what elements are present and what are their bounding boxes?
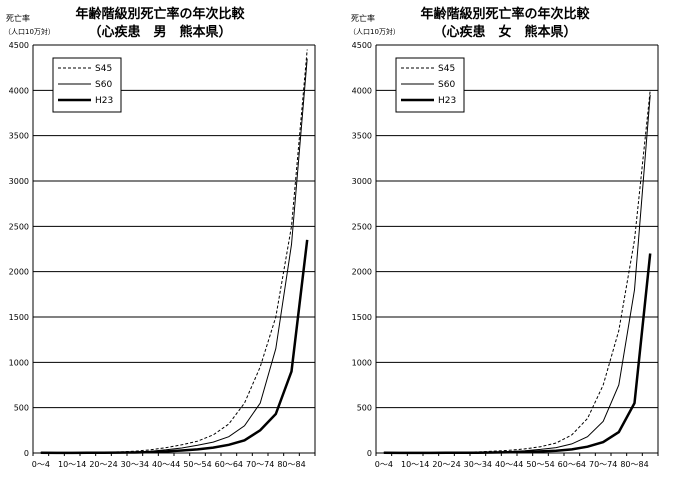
chart1-series-s45-line	[40, 49, 308, 454]
chart2-y-tick-label: 2000	[352, 268, 372, 277]
chart1-subtitle: （心疾患 男 熊本県）	[88, 24, 231, 40]
chart1-legend-label-s60: S60	[95, 80, 112, 90]
chart1-y-tick-label: 4000	[9, 86, 29, 95]
chart2-x-tick-label: 40〜44	[495, 460, 523, 469]
chart1-y-tick-label: 2500	[9, 222, 29, 231]
chart1-series-h23-line	[40, 239, 309, 455]
chart2-legend-label-s60: S60	[438, 80, 455, 90]
chart2-ylabel: 死亡率	[351, 13, 375, 23]
chart1-x-tick-label: 50〜54	[183, 460, 211, 469]
chart1-x-tick-label: 10〜14	[58, 460, 86, 469]
chart1-y-tick-label: 1000	[9, 358, 29, 367]
chart2-x-tick-label: 80〜84	[620, 460, 648, 469]
chart1-y-tick-label: 3500	[9, 132, 29, 141]
chart1-y-tick-label: 3000	[9, 177, 29, 186]
chart2-x-tick-label: 10〜14	[401, 460, 429, 469]
chart2-title: 年齢階級別死亡率の年次比較	[420, 6, 590, 22]
chart2-y-tick-label: 3000	[352, 177, 372, 186]
chart2-yunit: （人口10万対）	[349, 27, 400, 36]
chart1-y-tick-label: 4500	[9, 41, 29, 50]
chart2-y-tick-label: 4000	[352, 86, 372, 95]
chart2-y-tick-label: 500	[357, 404, 372, 413]
chart1-yunit: （人口10万対）	[4, 27, 55, 36]
chart2-x-tick-label: 60〜64	[558, 460, 586, 469]
chart1-x-tick-label: 30〜34	[121, 460, 149, 469]
chart1-series-s60-line	[40, 58, 308, 454]
chart2-subtitle: （心疾患 女 熊本県）	[433, 24, 576, 40]
chart2-y-tick-label: 1500	[352, 313, 372, 322]
chart2-y-tick-label: 4500	[352, 41, 372, 50]
chart1-legend-label-s45: S45	[95, 64, 112, 74]
chart2-y-tick-label: 0	[367, 449, 372, 458]
chart1-x-tick-label: 60〜64	[215, 460, 243, 469]
chart1-title: 年齢階級別死亡率の年次比較	[75, 6, 245, 22]
chart1-y-tick-label: 1500	[9, 313, 29, 322]
chart1-y-tick-label: 500	[14, 404, 29, 413]
chart2-x-tick-label: 70〜74	[589, 460, 617, 469]
chart2-series-s60-line	[383, 94, 651, 454]
chart2-y-tick-label: 2500	[352, 222, 372, 231]
chart2-y-tick-label: 3500	[352, 132, 372, 141]
chart1-ylabel: 死亡率	[6, 13, 30, 23]
chart2-x-tick-label: 30〜34	[464, 460, 492, 469]
chart1-legend-label-h23: H23	[95, 96, 113, 106]
chart2-x-tick-label: 0〜4	[375, 460, 393, 469]
chart2-y-tick-label: 1000	[352, 358, 372, 367]
chart1-x-tick-label: 80〜84	[277, 460, 305, 469]
chart2-legend-label-h23: H23	[438, 96, 456, 106]
chart2-legend-box	[395, 57, 465, 113]
chart1-legend-box	[52, 57, 122, 113]
chart2-series-h23-line	[383, 253, 652, 455]
chart2-legend-label-s45: S45	[438, 64, 455, 74]
chart1-x-tick-label: 40〜44	[152, 460, 180, 469]
chart2-x-tick-label: 20〜24	[432, 460, 460, 469]
chart1-y-tick-label: 0	[24, 449, 29, 458]
chart1-x-tick-label: 0〜4	[32, 460, 50, 469]
chart2-x-tick-label: 50〜54	[526, 460, 554, 469]
chart1-y-tick-label: 2000	[9, 268, 29, 277]
chart1-x-tick-label: 70〜74	[246, 460, 274, 469]
chart1-x-tick-label: 20〜24	[89, 460, 117, 469]
